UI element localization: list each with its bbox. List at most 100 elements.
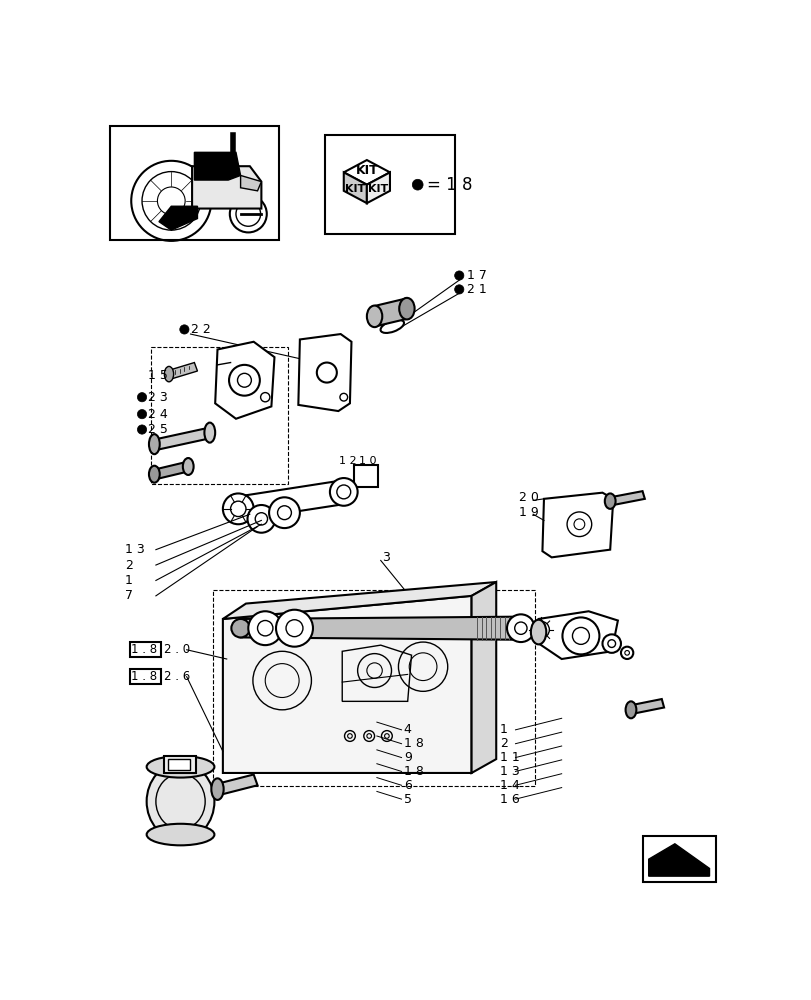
Text: 1 . 8: 1 . 8 [131, 670, 157, 683]
Ellipse shape [530, 620, 546, 644]
Circle shape [222, 493, 253, 524]
Circle shape [514, 622, 526, 634]
Polygon shape [222, 582, 496, 619]
Bar [212, 590, 534, 786]
Circle shape [454, 271, 463, 280]
Text: 5: 5 [403, 793, 411, 806]
Ellipse shape [147, 763, 214, 840]
Text: 1: 1 [500, 723, 508, 736]
Polygon shape [471, 582, 496, 773]
Polygon shape [154, 428, 211, 450]
Circle shape [277, 506, 291, 520]
Ellipse shape [380, 320, 404, 333]
Polygon shape [343, 160, 389, 185]
Text: 1 8: 1 8 [403, 765, 423, 778]
Ellipse shape [624, 701, 636, 718]
Polygon shape [372, 299, 407, 326]
Polygon shape [542, 493, 612, 557]
Text: 1: 1 [125, 574, 133, 587]
Text: 3: 3 [382, 551, 389, 564]
Circle shape [248, 611, 282, 645]
Text: 2: 2 [125, 559, 133, 572]
Polygon shape [154, 462, 190, 479]
Ellipse shape [148, 466, 160, 483]
Ellipse shape [604, 493, 615, 509]
Circle shape [562, 617, 599, 654]
Circle shape [260, 393, 269, 402]
Text: 1 1: 1 1 [500, 751, 519, 764]
Circle shape [276, 610, 312, 647]
Circle shape [230, 501, 246, 517]
Circle shape [602, 634, 620, 653]
Text: 2 . 0: 2 . 0 [163, 643, 190, 656]
Circle shape [316, 363, 337, 383]
Text: 1 7: 1 7 [466, 269, 487, 282]
Bar [168, 759, 190, 770]
Text: 1 3: 1 3 [500, 765, 519, 778]
Polygon shape [159, 206, 197, 230]
Text: 2 5: 2 5 [148, 423, 168, 436]
Circle shape [506, 614, 534, 642]
Ellipse shape [164, 366, 174, 382]
Polygon shape [169, 363, 197, 379]
Ellipse shape [367, 306, 382, 327]
Ellipse shape [148, 434, 160, 454]
Text: KIT: KIT [355, 164, 378, 177]
Text: 1 0: 1 0 [358, 456, 376, 466]
Polygon shape [240, 175, 261, 191]
Ellipse shape [399, 298, 414, 319]
Text: KIT: KIT [368, 184, 388, 194]
Text: 1 4: 1 4 [500, 779, 519, 792]
Circle shape [285, 620, 303, 637]
Circle shape [572, 627, 589, 644]
Text: 1 6: 1 6 [500, 793, 519, 806]
Bar [642, 836, 714, 882]
Polygon shape [215, 342, 274, 419]
Circle shape [454, 285, 463, 294]
Ellipse shape [204, 423, 215, 443]
Polygon shape [343, 172, 367, 203]
Bar [151, 347, 288, 484]
Ellipse shape [147, 824, 214, 845]
Circle shape [607, 640, 615, 647]
Text: 9: 9 [403, 751, 411, 764]
Text: 2 1: 2 1 [466, 283, 486, 296]
Bar [131, 669, 161, 684]
Circle shape [532, 621, 549, 638]
Bar [325, 135, 454, 234]
Text: 2: 2 [500, 737, 508, 750]
Ellipse shape [147, 756, 214, 778]
Text: 2 0: 2 0 [519, 491, 539, 504]
Ellipse shape [231, 619, 250, 637]
Text: 1 9: 1 9 [519, 506, 539, 519]
Circle shape [257, 620, 272, 636]
Circle shape [412, 179, 423, 190]
Bar [354, 465, 378, 487]
Polygon shape [298, 334, 351, 411]
Text: 1 5: 1 5 [148, 369, 168, 382]
Circle shape [137, 393, 147, 402]
Circle shape [329, 478, 357, 506]
Text: KIT: KIT [345, 184, 365, 194]
Polygon shape [533, 611, 617, 659]
Polygon shape [233, 480, 348, 520]
Polygon shape [609, 491, 644, 505]
Circle shape [137, 425, 147, 434]
Polygon shape [222, 596, 471, 773]
Polygon shape [217, 774, 257, 795]
Circle shape [624, 651, 629, 655]
Ellipse shape [182, 458, 193, 475]
Text: 6: 6 [403, 779, 411, 792]
Circle shape [268, 497, 299, 528]
Text: 1 8: 1 8 [403, 737, 423, 750]
Circle shape [247, 505, 275, 533]
Circle shape [340, 393, 347, 401]
Circle shape [337, 485, 350, 499]
Polygon shape [367, 172, 389, 203]
Circle shape [237, 373, 251, 387]
Polygon shape [240, 617, 519, 640]
Circle shape [137, 410, 147, 419]
Circle shape [566, 512, 591, 537]
Polygon shape [192, 166, 261, 209]
Polygon shape [630, 699, 663, 714]
